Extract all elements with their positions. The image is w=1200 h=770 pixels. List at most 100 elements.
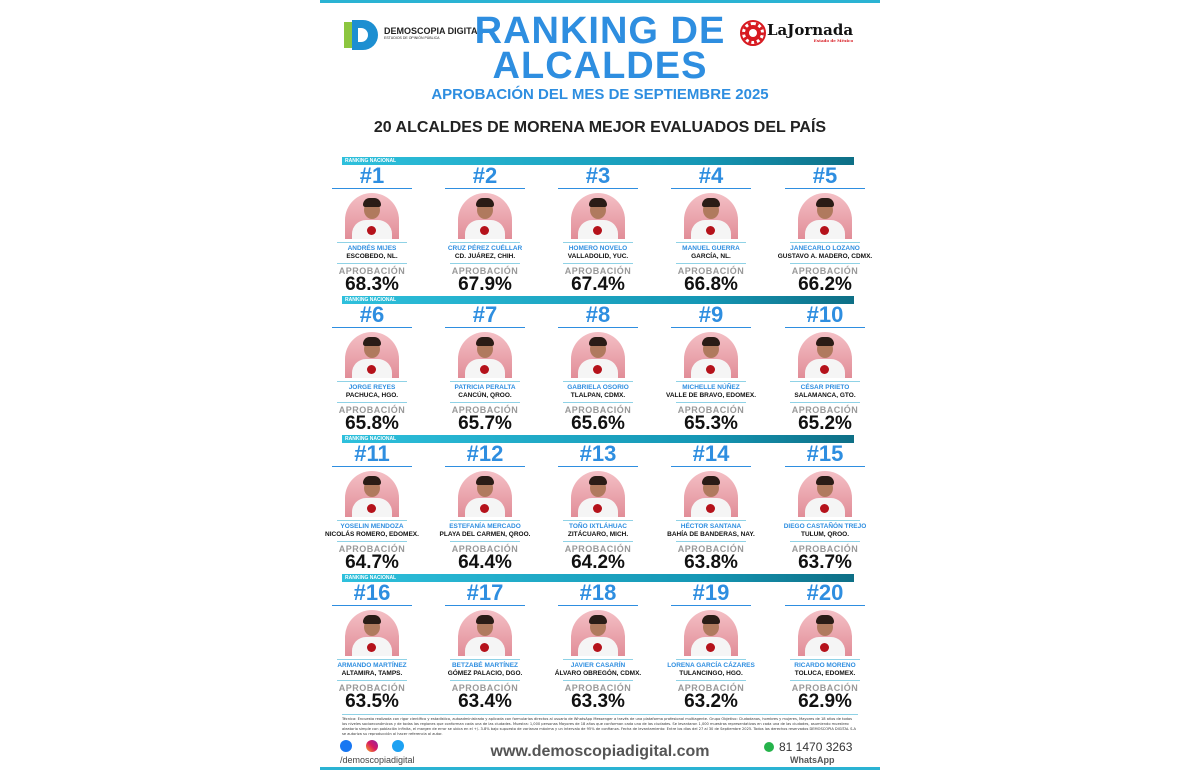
alcalde-city: BAHÍA DE BANDERAS, NAY.: [667, 531, 755, 542]
alcalde-city: NICOLÁS ROMERO, EDOMEX.: [325, 531, 419, 542]
approval-label: APROBACIÓN: [564, 265, 632, 276]
alcalde-name: ANDRÉS MIJES: [337, 241, 407, 254]
alcalde-card: #1 ANDRÉS MIJES ESCOBEDO, NL. APROBACIÓN 68.…: [320, 165, 428, 295]
alcalde-name: ARMANDO MARTÍNEZ: [337, 658, 407, 671]
morena-pin-icon: [820, 225, 829, 235]
approval-value: 63.7%: [798, 551, 852, 573]
social-icons: [340, 740, 404, 752]
alcalde-name: MICHELLE NÚÑEZ: [676, 380, 746, 393]
rank-number: #7: [445, 304, 525, 328]
alcalde-city: TULANCINGO, HGO.: [676, 670, 746, 681]
rank-number: #6: [332, 304, 412, 328]
morena-pin-icon: [480, 503, 489, 513]
approval-value: 66.8%: [684, 273, 738, 295]
alcalde-photo: [684, 192, 738, 239]
rank-number: #5: [785, 165, 865, 189]
alcalde-card: #4 MANUEL GUERRA GARCÍA, NL. APROBACIÓN 66.8…: [655, 165, 767, 295]
rank-number: #20: [785, 582, 865, 606]
alcalde-card: #10 CÉSAR PRIETO SALAMANCA, GTO. APROBACIÓN…: [769, 304, 880, 433]
headline: 20 ALCALDES DE MORENA MEJOR EVALUADOS DE…: [373, 119, 827, 136]
approval-label: APROBACIÓN: [338, 543, 406, 554]
rank-number: #2: [445, 165, 525, 189]
alcalde-photo: [684, 609, 738, 656]
website-link[interactable]: www.demoscopiadigital.com: [490, 743, 710, 760]
twitter-icon[interactable]: [392, 740, 404, 752]
approval-value: 63.3%: [571, 690, 625, 712]
instagram-icon[interactable]: [366, 740, 378, 752]
approval-label: APROBACIÓN: [791, 404, 859, 415]
la-jornada-seal-icon: [740, 20, 766, 46]
morena-pin-icon: [480, 225, 489, 235]
alcalde-card: #17 BETZABÉ MARTÍNEZ GÓMEZ PALACIO, DGO. AP…: [429, 582, 541, 711]
morena-pin-icon: [480, 642, 489, 652]
alcalde-photo: [345, 192, 399, 239]
alcalde-photo: [345, 331, 399, 378]
facebook-icon[interactable]: [340, 740, 352, 752]
approval-value: 67.4%: [571, 273, 625, 295]
approval-value: 63.8%: [684, 551, 738, 573]
morena-pin-icon: [367, 503, 376, 513]
rank-number: #13: [558, 443, 638, 467]
alcalde-city: TULUM, QROO.: [790, 531, 860, 542]
rank-number: #8: [558, 304, 638, 328]
rank-number: #3: [558, 165, 638, 189]
approval-label: APROBACIÓN: [791, 543, 859, 554]
phone-number: 81 1470 3263: [779, 740, 853, 754]
morena-pin-icon: [367, 642, 376, 652]
alcalde-card: #16 ARMANDO MARTÍNEZ ALTAMIRA, TAMPS. APROB…: [320, 582, 428, 711]
alcalde-card: #15 DIEGO CASTAÑÓN TREJO TULUM, QROO. APROB…: [769, 443, 880, 573]
rank-number: #12: [445, 443, 525, 467]
alcalde-name: CÉSAR PRIETO: [790, 380, 860, 393]
alcalde-card: #11 YOSELIN MENDOZA NICOLÁS ROMERO, EDOMEX…: [320, 443, 428, 572]
ranking-nacional-bar: RANKING NACIONAL: [342, 157, 854, 165]
morena-pin-icon: [706, 642, 715, 652]
alcalde-photo: [798, 609, 852, 656]
approval-label: APROBACIÓN: [564, 404, 632, 415]
alcalde-name: HOMERO NOVELO: [563, 241, 633, 254]
approval-value: 63.2%: [684, 690, 738, 712]
alcalde-photo: [458, 331, 512, 378]
morena-pin-icon: [820, 642, 829, 652]
approval-label: APROBACIÓN: [791, 682, 859, 693]
alcalde-card: #8 GABRIELA OSORIO TLALPAN, CDMX. APROBACIÓ…: [542, 304, 654, 433]
approval-label: APROBACIÓN: [451, 543, 519, 554]
alcalde-card: #3 HOMERO NOVELO VALLADOLID, YUC. APROBACIÓ…: [542, 165, 654, 295]
morena-pin-icon: [480, 364, 489, 374]
rank-number: #11: [332, 443, 412, 467]
alcalde-card: #18 JAVIER CASARÍN ÁLVARO OBREGÓN, CDMX. AP…: [542, 582, 654, 712]
la-jornada-logo-text: LaJornada: [767, 20, 854, 39]
alcalde-city: GARCÍA, NL.: [676, 253, 746, 264]
alcalde-city: VALLADOLID, YUC.: [563, 253, 633, 264]
alcalde-name: MANUEL GUERRA: [676, 241, 746, 254]
approval-label: APROBACIÓN: [451, 404, 519, 415]
approval-label: APROBACIÓN: [338, 404, 406, 415]
alcalde-card: #5 JANECARLO LOZANO GUSTAVO A. MADERO, CDM…: [769, 165, 880, 295]
approval-label: APROBACIÓN: [677, 404, 745, 415]
rank-number: #1: [332, 165, 412, 189]
morena-pin-icon: [820, 364, 829, 374]
alcalde-photo: [571, 331, 625, 378]
alcalde-photo: [571, 609, 625, 656]
alcalde-city: TLALPAN, CDMX.: [563, 392, 633, 403]
alcalde-city: CD. JUÁREZ, CHIH.: [450, 253, 520, 264]
demoscopia-logo-text: DEMOSCOPIA DIGITAL: [384, 26, 483, 36]
alcalde-name: ESTEFANÍA MERCADO: [449, 519, 521, 532]
alcalde-photo: [458, 192, 512, 239]
ranking-poster: DEMOSCOPIA DIGITAL ESTUDIOS DE OPINIÓN PÚ…: [320, 0, 880, 770]
rank-number: #4: [671, 165, 751, 189]
alcalde-name: YOSELIN MENDOZA: [337, 519, 407, 532]
subtitle: APROBACIÓN DEL MES DE SEPTIEMBRE 2025: [431, 86, 769, 103]
alcalde-city: TOLUCA, EDOMEX.: [790, 670, 860, 681]
approval-value: 67.9%: [458, 273, 512, 295]
approval-value: 68.3%: [345, 273, 399, 295]
approval-label: APROBACIÓN: [451, 265, 519, 276]
morena-pin-icon: [593, 503, 602, 513]
alcalde-city: CANCÚN, QROO.: [450, 392, 520, 403]
alcalde-card: #7 PATRICIA PERALTA CANCÚN, QROO. APROBACIÓ…: [429, 304, 541, 433]
alcalde-card: #14 HÉCTOR SANTANA BAHÍA DE BANDERAS, NAY.…: [655, 443, 767, 573]
morena-pin-icon: [367, 364, 376, 374]
alcalde-card: #2 CRUZ PÉREZ CUÉLLAR CD. JUÁREZ, CHIH. APR…: [429, 165, 541, 295]
demoscopia-logo-mark-icon: [344, 18, 380, 50]
approval-label: APROBACIÓN: [338, 265, 406, 276]
approval-value: 66.2%: [798, 273, 852, 295]
